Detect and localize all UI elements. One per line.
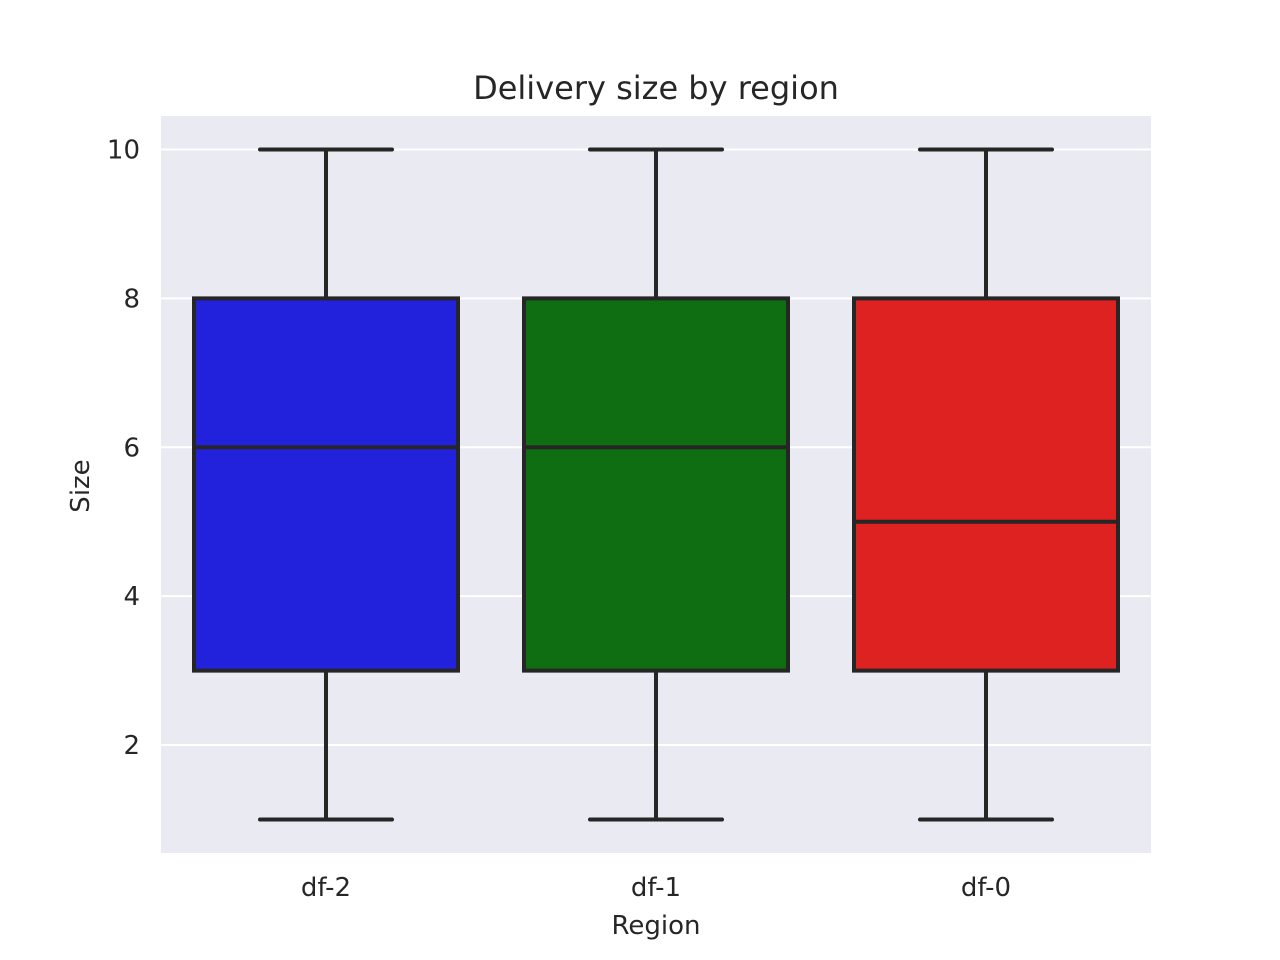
box-df-0 <box>852 147 1120 822</box>
x-tick-label-df-0: df-0 <box>961 873 1011 903</box>
x-axis-label: Region <box>611 911 700 941</box>
y-axis-label: Size <box>66 459 96 512</box>
y-axis-ticks: 2 4 6 8 10 <box>107 136 140 762</box>
x-tick-label-df-1: df-1 <box>631 873 681 903</box>
chart-title: Delivery size by region <box>473 69 839 107</box>
boxes <box>192 147 1120 822</box>
box-body <box>192 296 460 673</box>
y-tick-label-10: 10 <box>107 136 140 166</box>
y-tick-label-4: 4 <box>123 582 140 612</box>
y-tick-label-8: 8 <box>123 284 140 314</box>
x-tick-label-df-2: df-2 <box>301 873 351 903</box>
y-tick-label-2: 2 <box>123 731 140 761</box>
y-tick-label-6: 6 <box>123 433 140 463</box>
box-df-1 <box>522 147 790 822</box>
x-axis-ticks: df-2 df-1 df-0 <box>301 873 1011 903</box>
box-df-2 <box>192 147 460 822</box>
box-body <box>852 296 1120 673</box>
box-body <box>522 296 790 673</box>
